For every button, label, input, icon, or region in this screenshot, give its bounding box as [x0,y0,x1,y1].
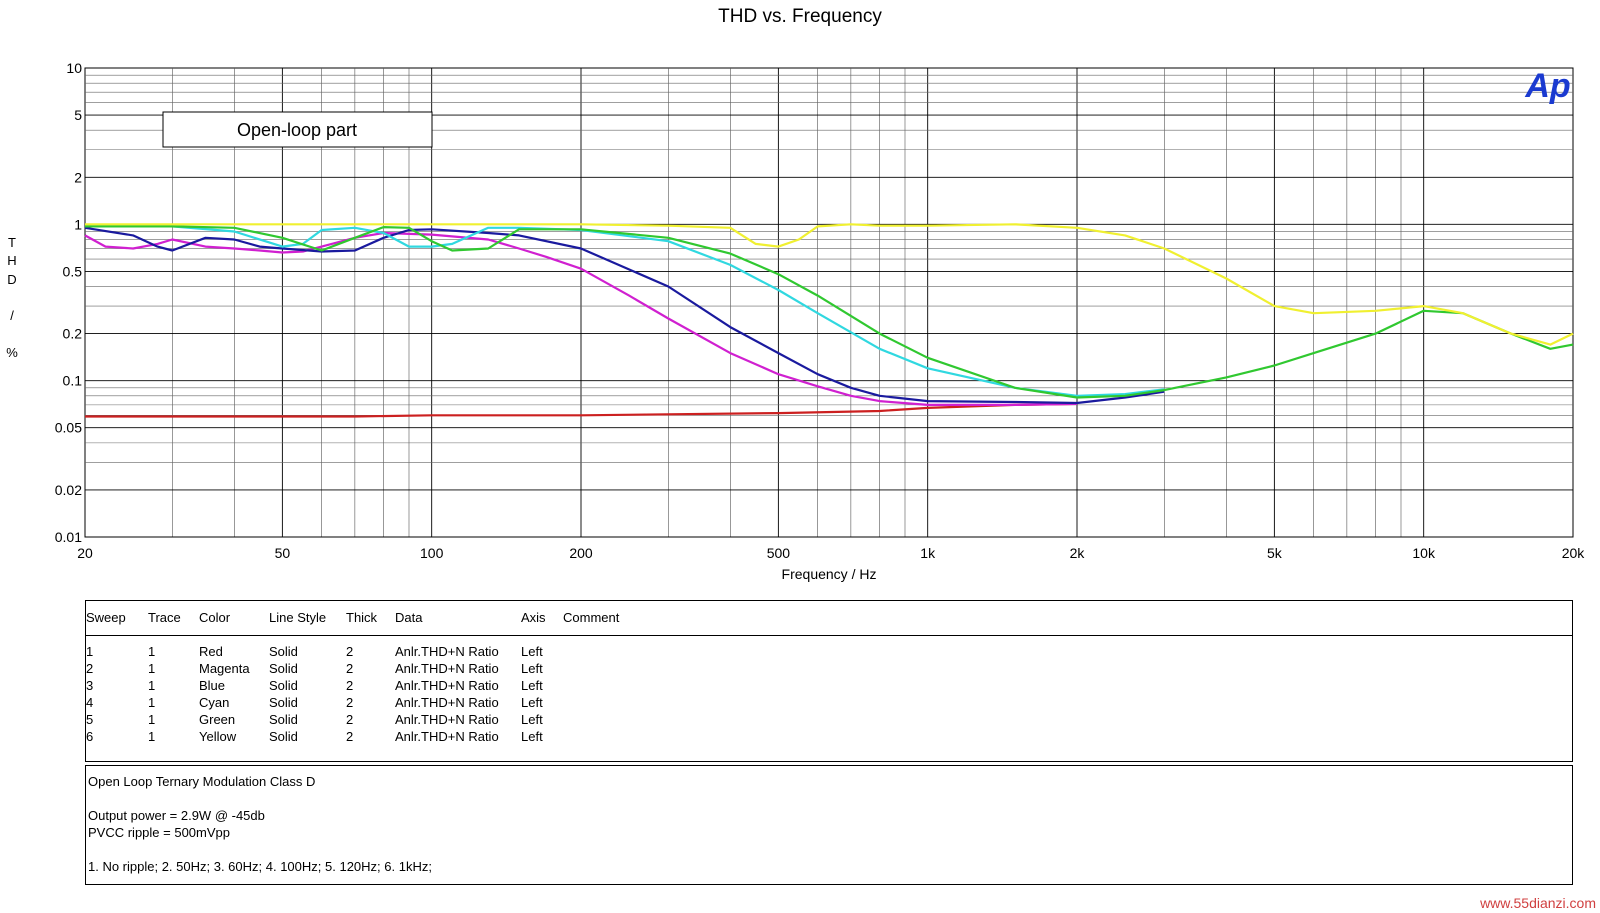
sweep-table-cell: Left [521,661,543,676]
sweep-table-cell: 1 [148,729,156,744]
x-tick-label: 2k [1070,545,1086,561]
sweep-table-cell: Solid [269,678,298,693]
sweep-table-cell: Anlr.THD+N Ratio [395,661,499,676]
sweep-table-cell: 1 [86,644,94,659]
sweep-table-cell: Blue [199,678,226,693]
sweep-table-cell: Solid [269,661,298,676]
series-line-green [85,225,1574,399]
y-axis-label-text: T H D /% [6,235,18,360]
y-tick-label: 10 [66,60,82,76]
y-tick-label: 0.1 [63,373,83,389]
sweep-table-cell: 1 [148,644,156,659]
y-tick-label: 0.01 [55,529,82,545]
sweep-table-cell: 6 [86,729,94,744]
series-line-blue [84,226,1165,405]
x-tick-label: 50 [275,545,291,561]
sweep-table-cell: Anlr.THD+N Ratio [395,644,499,659]
sweep-table-cell: 2 [346,644,354,659]
comment-line: PVCC ripple = 500mVpp [88,825,230,840]
sweep-table-cell: Red [199,644,223,659]
sweep-table-cell: 2 [346,695,354,710]
sweep-table-cell: 1 [148,712,156,727]
sweep-header-cell: Thick [346,610,378,625]
sweep-table-cell: Left [521,729,543,744]
x-tick-label: 200 [569,545,593,561]
sweep-table-cell: Anlr.THD+N Ratio [395,712,499,727]
y-axis-label: T H D /% [6,235,18,360]
y-axis-label-char: H [7,253,16,268]
annotation-box: Open-loop part [162,111,433,148]
sweep-table-cell: Magenta [199,661,250,676]
sweep-table-cell: 5 [86,712,94,727]
sweep-table-cell: 2 [86,661,94,676]
y-tick-label: 2 [74,169,82,185]
sweep-header-cell: Color [199,610,231,625]
sweep-header-cell: Trace [148,610,181,625]
sweep-table-cell: Yellow [199,729,237,744]
chart-ticks: 20 50 100 200 500 1k 2k 5k 10k 20k 10 5 2 1 0.5 0.2 0.1 0… [55,60,1586,561]
x-tick-label: 20k [1562,545,1586,561]
sweep-header-cell: Line Style [269,610,327,625]
sweep-table-cell: 1 [148,678,156,693]
x-axis-label: Frequency / Hz [782,566,877,582]
sweep-table-cell: Left [521,678,543,693]
x-tick-label: 10k [1412,545,1436,561]
sweep-table-cell: 2 [346,712,354,727]
sweep-table-cell: Anlr.THD+N Ratio [395,729,499,744]
annotation-text: Open-loop part [237,120,357,140]
sweep-table-cell: 4 [86,695,94,710]
y-tick-label: 0.2 [63,326,83,342]
y-tick-label: 0.05 [55,420,82,436]
sweep-table-cell: Solid [269,695,298,710]
sweep-table-cell: Solid [269,729,298,744]
sweep-table-cell: 2 [346,678,354,693]
sweep-header-cell: Comment [563,610,620,625]
sweep-table: Sweep Trace Color Line Style Thick Data Axis Co… [85,600,1573,762]
comment-line: Open Loop Ternary Modulation Class D [88,774,316,789]
sweep-table-cell: 1 [148,661,156,676]
series-line-yellow [85,223,1574,346]
sweep-table-cell: Green [199,712,236,727]
sweep-header-cell: Data [395,610,423,625]
comment-line: Output power = 2.9W @ -45db [88,808,265,823]
sweep-table-cell: Solid [269,712,298,727]
y-tick-label: 0.5 [63,263,83,279]
y-tick-label: 0.02 [55,482,82,498]
comment-box: Open Loop Ternary Modulation Class D Outp… [85,765,1573,885]
sweep-table-cell: 1 [148,695,156,710]
y-axis-label-char: / [10,308,14,323]
sweep-table-header: Sweep Trace Color Line Style Thick Data Axis Co… [86,601,1572,636]
sweep-header-cell: Sweep [86,610,126,625]
y-axis-label-char: T [8,235,16,250]
thd-chart: THD vs. Frequency 20 50 100 200 500 1k 2k 5k 10k… [6,6,1586,582]
y-tick-label: 5 [74,107,82,123]
sweep-table-cell: Left [521,712,543,727]
watermark: www.55dianzi.com [1480,895,1596,911]
series-line-red [85,402,1078,418]
x-tick-label: 5k [1267,545,1283,561]
sweep-table-cell: Solid [269,644,298,659]
y-axis-label-char: % [6,345,18,360]
sweep-table-cell: 2 [346,661,354,676]
chart-series [84,223,1574,418]
sweep-header-cell: Axis [521,610,546,625]
sweep-table-cell: 2 [346,729,354,744]
x-tick-label: 500 [767,545,791,561]
sweep-table-cell: Left [521,695,543,710]
x-tick-label: 1k [920,545,936,561]
sweep-table-cell: Cyan [199,695,230,710]
y-tick-label: 1 [74,216,82,232]
y-axis-label-char: D [7,272,16,287]
chart-title: THD vs. Frequency [718,6,882,27]
sweep-table-cell: Anlr.THD+N Ratio [395,678,499,693]
ap-logo: Ap [1524,67,1570,105]
sweep-table-cell: Anlr.THD+N Ratio [395,695,499,710]
sweep-table-cell: 3 [86,678,94,693]
comment-line: 1. No ripple; 2. 50Hz; 3. 60Hz; 4. 100Hz… [88,859,432,874]
sweep-table-cell: Left [521,644,543,659]
x-tick-label: 100 [420,545,444,561]
x-tick-label: 20 [77,545,93,561]
